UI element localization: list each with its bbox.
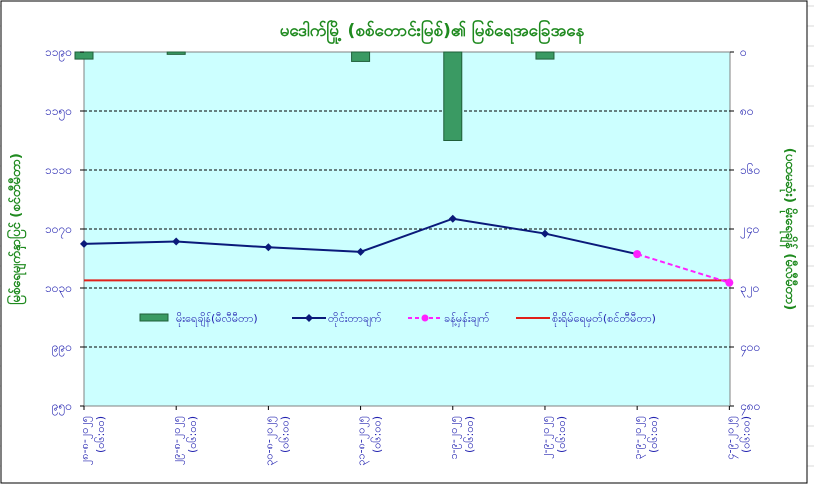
rainfall-bar (351, 51, 371, 62)
x-tick-line: (၀၆:၀၀) (647, 416, 660, 453)
left-tick-labels: ၉၅၀ ၉၉၀ ၁၀၃၀ ၁၀၇၀ ၁၁၁၀ ၁၁၅၀ ၁၁၉၀ (45, 45, 84, 416)
legend-swatch-rainfall (139, 313, 169, 322)
x-tick-label: ၃၀-၈-၂၀၂၅ (၀၆:၀၀) (262, 416, 291, 466)
chart-title: မဒေါက်မြို့ (စစ်တောင်းမြစ်)၏ မြစ်ရေအခြေအ… (280, 18, 585, 45)
right-tick-label: ၈၀ (740, 104, 754, 118)
legend-label: မိုးရေချိန်(မီလီမီတာ) (176, 312, 258, 327)
left-tick-label: ၁၀၃၀ (45, 281, 72, 298)
x-tick-line: (၀၆:၀၀) (555, 416, 568, 453)
legend-label: တိုင်းတာချက် (328, 312, 382, 327)
left-tick-label: ၁၁၅၀ (45, 104, 72, 121)
x-tick-line: ၃-၉-၂၀၂၅ (631, 416, 646, 460)
right-tick-label: ၁၆၀ (740, 162, 760, 177)
series-lines (80, 214, 734, 287)
forecast-point (725, 278, 734, 287)
rainfall-bar (74, 51, 94, 60)
x-tick-line: ၄-၉-၂၀၂၅ (723, 416, 738, 460)
gridlines (84, 110, 730, 348)
observed-point (448, 214, 457, 223)
observed-point (356, 247, 365, 256)
left-tick-label: ၉၉၀ (52, 340, 72, 357)
observed-point (80, 239, 88, 248)
x-tick-line: (၀၆:၀၀) (739, 416, 752, 453)
right-tick-label: ၃၂၀ (740, 281, 759, 298)
x-tick-label: ၄-၉-၂၀၂၅ (၀၆:၀၀) (723, 416, 752, 460)
rainfall-bar (443, 51, 463, 141)
observed-point (540, 229, 549, 238)
left-axis-title: မြစ်ရေမျက်နှာပြင် (စင်တီမီတာ) (6, 153, 27, 305)
x-tick-line: ၁-၉-၂၀၂၅ (447, 416, 462, 460)
x-tick-label: ၂-၉-၂၀၂၅ (၀၆:၀၀) (539, 416, 568, 459)
x-tick-label: ၁-၉-၂၀၂၅ (၀၆:၀၀) (447, 416, 476, 460)
x-tick-label: ၂၈-၈-၂၀၂၅ (၀၆:၀၀) (78, 416, 107, 465)
legend: မိုးရေချိန်(မီလီမီတာ) တိုင်းတာချက် ခန့်မှန… (139, 312, 656, 327)
legend-label: စိုးရိမ်ရေမှတ်(စင်တီမီတာ) (552, 312, 656, 327)
legend-marker-forecast (421, 314, 429, 322)
right-tick-label: ၀ (740, 45, 747, 59)
x-tick-line: ၂၉-၈-၂၀၂၅ (170, 416, 185, 465)
rainfall-bar (166, 51, 186, 55)
rainfall-bar (535, 51, 555, 60)
x-tick-label: ၃-၉-၂၀၂၅ (၀၆:၀၀) (631, 416, 660, 460)
x-tick-line: (၀၆:၀၀) (278, 416, 291, 453)
legend-label: ခန့်မှန်းချက် (444, 312, 490, 327)
x-tick-line: (၀၆:၀၀) (371, 416, 384, 453)
right-tick-label: ၂၄၀ (740, 222, 759, 239)
x-tick-labels: ၂၈-၈-၂၀၂၅ (၀၆:၀၀) ၂၉-၈-၂၀၂၅ (၀၆:၀၀) ၃၀-၈-၂၀၂… (78, 406, 752, 466)
left-tick-label: ၉၅၀ (52, 399, 72, 416)
x-tick-line: ၃၀-၈-၂၀၂၅ (262, 416, 277, 466)
right-tick-label: ၄၈၀ (740, 399, 760, 416)
x-tick-line: (၀၆:၀၀) (463, 416, 476, 453)
x-tick-label: ၃၁-၈-၂၀၂၅ (၀၆:၀၀) (355, 416, 384, 466)
left-tick-label: ၁၁၉၀ (45, 45, 72, 62)
rainfall-bars (74, 51, 555, 141)
left-tick-label: ၁၁၁၀ (45, 163, 72, 177)
right-tick-label: ၄၀၀ (740, 340, 760, 357)
x-tick-line: ၂-၉-၂၀၂၅ (539, 416, 554, 459)
observed-point (172, 237, 181, 246)
right-tick-labels: ၄၈၀ ၄၀၀ ၃၂၀ ၂၄၀ ၁၆၀ ၈၀ ၀ (730, 45, 760, 416)
forecast-line (636, 253, 730, 284)
observed-point (264, 243, 273, 252)
x-tick-line: (၀၆:၀၀) (186, 416, 199, 453)
x-tick-line: (၀၆:၀၀) (94, 416, 107, 453)
x-tick-line: ၃၁-၈-၂၀၂၅ (355, 416, 370, 466)
forecast-point (633, 250, 642, 259)
left-tick-label: ၁၀၇၀ (45, 222, 72, 239)
right-axis-title: (ပထမဆုံး) မိုးရေချိန် (မီလီမီတာ) (779, 148, 799, 311)
legend-marker-observed (305, 314, 313, 322)
x-tick-label: ၂၉-၈-၂၀၂၅ (၀၆:၀၀) (170, 416, 199, 465)
x-tick-line: ၂၈-၈-၂၀၂၅ (78, 416, 93, 465)
